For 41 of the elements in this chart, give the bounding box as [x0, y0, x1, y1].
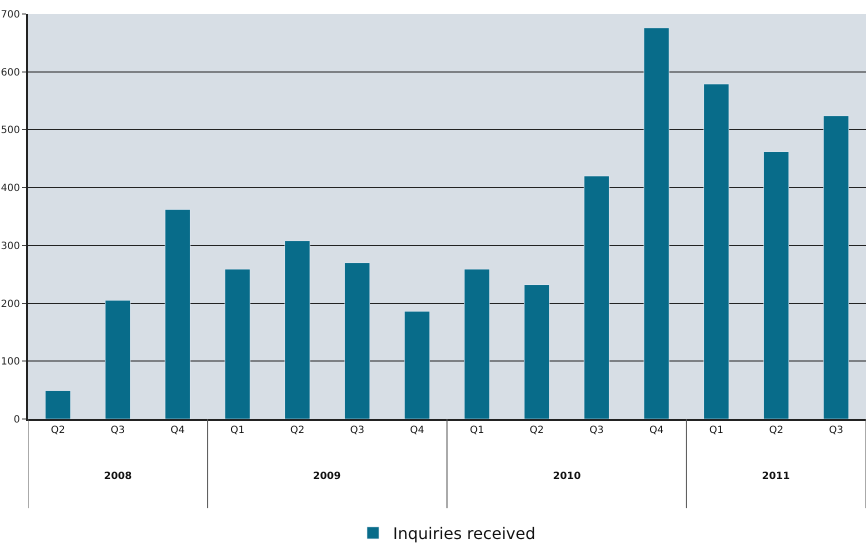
y-tick-label: 700 [0, 10, 20, 20]
bar [823, 116, 849, 419]
x-tick-label: Q3 [828, 425, 844, 436]
x-tick-label: Q1 [470, 425, 484, 436]
bar [644, 28, 670, 419]
text: 2009 [313, 471, 341, 482]
bar [524, 284, 550, 419]
bar [104, 300, 131, 419]
y-tick-label: 200 [0, 298, 20, 310]
y-tick-label: 600 [0, 67, 20, 78]
x-tick-label: Q3 [590, 425, 604, 436]
y-tick-label: 500 [0, 125, 20, 136]
x-tick-label: Q4 [649, 425, 664, 436]
x-tick-label: Q4 [170, 425, 185, 436]
bar [704, 84, 730, 419]
y-tick-label: 100 [0, 356, 20, 368]
y-tick-label: 0 [14, 414, 20, 426]
x-tick-label: Q1 [709, 425, 724, 436]
x-tick-label: Q3 [350, 425, 364, 436]
x-tick-label: Q2 [50, 425, 66, 436]
y-tick-label: 300 [0, 240, 20, 252]
x-tick-label: Q2 [530, 425, 544, 436]
legend-label: Inquiries received [393, 524, 536, 544]
y-tick-label: 400 [0, 183, 20, 194]
bar [404, 311, 430, 419]
x-tick-label: Q3 [110, 425, 125, 436]
bar [344, 262, 370, 419]
text: 2008 [104, 471, 132, 482]
x-tick-label: Q2 [290, 425, 304, 436]
text: 2011 [762, 471, 790, 482]
x-tick-label: Q4 [410, 425, 424, 436]
bar [224, 268, 250, 419]
bar [763, 151, 790, 419]
bar [45, 390, 71, 419]
text: 2010 [553, 471, 581, 482]
x-tick-label: Q1 [230, 425, 245, 436]
bar [584, 176, 610, 419]
bar [164, 209, 190, 419]
x-tick-label: Q2 [769, 425, 784, 436]
bar [464, 268, 490, 419]
bar [284, 240, 310, 419]
